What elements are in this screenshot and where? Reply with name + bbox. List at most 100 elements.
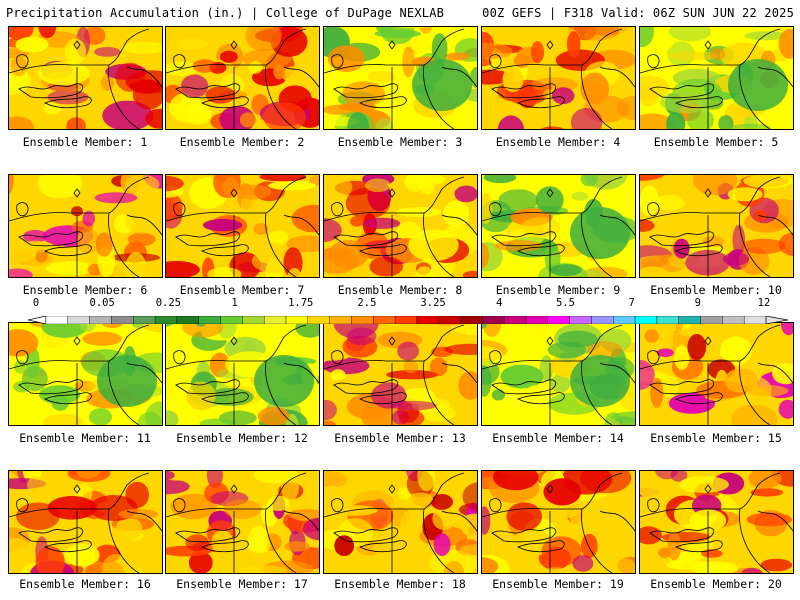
ensemble-panel: [639, 174, 794, 278]
colorbar-segment: [89, 315, 112, 325]
panel-caption: Ensemble Member: 1: [22, 135, 148, 149]
panel-caption: Ensemble Member: 17: [176, 577, 308, 591]
colorbar-segment: [460, 315, 483, 325]
panel-caption: Ensemble Member: 14: [492, 431, 624, 445]
colorbar-label: 1: [231, 297, 238, 309]
colorbar-segment: [722, 315, 745, 325]
colorbar-segment: [351, 315, 374, 325]
colorbar: [27, 309, 789, 325]
precip-map: [640, 27, 793, 129]
colorbar-segment: [394, 315, 418, 325]
panel-caption: Ensemble Member: 18: [334, 577, 466, 591]
ensemble-panel: [639, 470, 794, 574]
colorbar-segment: [416, 315, 439, 325]
colorbar-segment: [482, 315, 505, 325]
panel-caption: Ensemble Member: 5: [653, 135, 779, 149]
precip-map: [640, 471, 793, 573]
ensemble-panel: [639, 322, 794, 426]
panel-caption: Ensemble Member: 12: [176, 431, 308, 445]
colorbar-segment: [329, 315, 352, 325]
precip-map: [166, 27, 319, 129]
colorbar-segment: [373, 315, 396, 325]
ensemble-panel: [8, 322, 163, 426]
panel-caption: Ensemble Member: 11: [19, 431, 151, 445]
colorbar-label: 12: [757, 297, 771, 309]
colorbar-segment: [307, 315, 330, 325]
colorbar-segment: [263, 315, 287, 325]
colorbar-label: 2.5: [357, 297, 377, 309]
colorbar-label: 0: [32, 297, 40, 309]
precip-map: [482, 175, 635, 277]
colorbar-segment: [154, 315, 178, 325]
colorbar-max-arrow: [765, 315, 789, 325]
precip-map: [324, 175, 477, 277]
ensemble-panel: [8, 26, 163, 130]
colorbar-segment: [634, 315, 658, 325]
ensemble-panel: [323, 322, 478, 426]
panel-caption: Ensemble Member: 15: [650, 431, 782, 445]
panel-caption: Ensemble Member: 4: [495, 135, 621, 149]
colorbar-label: 1.75: [288, 297, 314, 309]
colorbar-svg: [27, 315, 789, 325]
panel-caption: Ensemble Member: 10: [650, 283, 782, 297]
precip-map: [9, 471, 162, 573]
ensemble-panel: [165, 470, 320, 574]
ensemble-panel: [165, 322, 320, 426]
colorbar-segment: [133, 315, 156, 325]
colorbar-segment: [285, 315, 309, 325]
colorbar-segment: [198, 315, 221, 325]
panel-caption: Ensemble Member: 6: [22, 283, 148, 297]
ensemble-panel: [323, 174, 478, 278]
precip-map: [166, 323, 319, 425]
ensemble-panel: [8, 470, 163, 574]
colorbar-label: 4: [496, 297, 503, 309]
colorbar-segment: [700, 315, 723, 325]
ensemble-panel: [481, 26, 636, 130]
ensemble-panel: [165, 174, 320, 278]
precip-map: [482, 323, 635, 425]
colorbar-label: 0.25: [155, 297, 182, 309]
colorbar-segment: [438, 315, 461, 325]
ensemble-panel: [481, 470, 636, 574]
colorbar-segment: [569, 315, 592, 325]
precip-map: [482, 471, 635, 573]
panel-caption: Ensemble Member: 3: [337, 135, 463, 149]
panel-caption: Ensemble Member: 16: [19, 577, 151, 591]
precip-map: [166, 471, 319, 573]
colorbar-segment: [220, 315, 243, 325]
precip-map: [166, 175, 319, 277]
colorbar-label: 0.05: [89, 297, 115, 309]
colorbar-segment: [67, 315, 90, 325]
ensemble-panel: [481, 174, 636, 278]
ensemble-panel: [165, 26, 320, 130]
precip-map: [640, 323, 793, 425]
colorbar-segment: [743, 315, 767, 325]
panel-caption: Ensemble Member: 20: [650, 577, 782, 591]
panel-caption: Ensemble Member: 19: [492, 577, 624, 591]
colorbar-segment: [656, 315, 679, 325]
panel-caption: Ensemble Member: 9: [495, 283, 621, 297]
colorbar-label: 7: [628, 297, 635, 309]
colorbar-segment: [525, 315, 549, 325]
precip-map: [640, 175, 793, 277]
colorbar-label: 9: [694, 297, 701, 309]
colorbar-segment: [242, 315, 265, 325]
precip-map: [9, 27, 162, 129]
colorbar-min-arrow: [27, 315, 47, 325]
precip-map: [324, 323, 477, 425]
ensemble-panel: [481, 322, 636, 426]
ensemble-panel: [639, 26, 794, 130]
panel-caption: Ensemble Member: 7: [179, 283, 305, 297]
precip-map: [9, 175, 162, 277]
ensemble-panel: [323, 26, 478, 130]
panel-caption: Ensemble Member: 8: [337, 283, 463, 297]
run-info: 00Z GEFS | F318 Valid: 06Z SUN JUN 22 20…: [482, 6, 794, 20]
precip-map: [482, 27, 635, 129]
colorbar-segment: [547, 315, 570, 325]
page-title: Precipitation Accumulation (in.) | Colle…: [6, 6, 445, 20]
precip-map: [9, 323, 162, 425]
panel-caption: Ensemble Member: 13: [334, 431, 466, 445]
colorbar-segment: [111, 315, 134, 325]
ensemble-panel: [323, 470, 478, 574]
colorbar-segment: [45, 315, 69, 325]
